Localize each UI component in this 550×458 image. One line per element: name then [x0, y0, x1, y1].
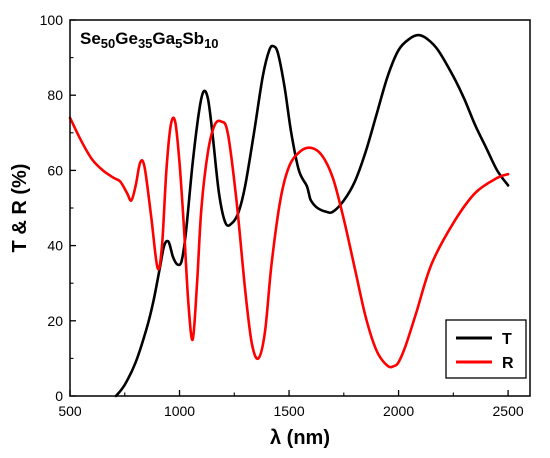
composition-annotation: Se50Ge35Ga5Sb10: [80, 29, 219, 51]
series-line-T: [114, 33, 510, 398]
x-tick-label: 2000: [383, 403, 414, 419]
y-axis-title: T & R (%): [9, 164, 31, 253]
formula-element: Ga: [152, 29, 175, 48]
x-tick-label: 2500: [493, 403, 524, 419]
x-axis-title: λ (nm): [270, 427, 330, 449]
legend-label-T: T: [502, 331, 512, 348]
x-tick-label: 1500: [273, 403, 304, 419]
legend-label-R: R: [502, 355, 514, 372]
formula-subscript: 50: [101, 36, 115, 51]
legend: TR: [445, 319, 527, 379]
formula-subscript: 35: [138, 36, 152, 51]
ticks-layer: 500 1000 1500 2000 2500 0 20 40 60 80 100: [40, 12, 524, 419]
series-layer: [68, 33, 510, 398]
formula-subscript: 5: [175, 36, 182, 51]
formula-subscript: 10: [204, 36, 218, 51]
y-tick-label: 20: [47, 313, 63, 329]
series-line-R: [68, 116, 510, 369]
y-tick-label: 80: [47, 87, 63, 103]
formula-element: Ge: [115, 29, 138, 48]
legend-box: [445, 319, 527, 379]
x-tick-label: 1000: [164, 403, 195, 419]
x-tick-label: 500: [58, 403, 82, 419]
y-tick-label: 100: [40, 12, 64, 28]
formula-element: Sb: [182, 29, 204, 48]
formula-element: Se: [80, 29, 101, 48]
y-tick-label: 0: [55, 388, 63, 404]
y-tick-label: 40: [47, 238, 63, 254]
y-tick-label: 60: [47, 162, 63, 178]
